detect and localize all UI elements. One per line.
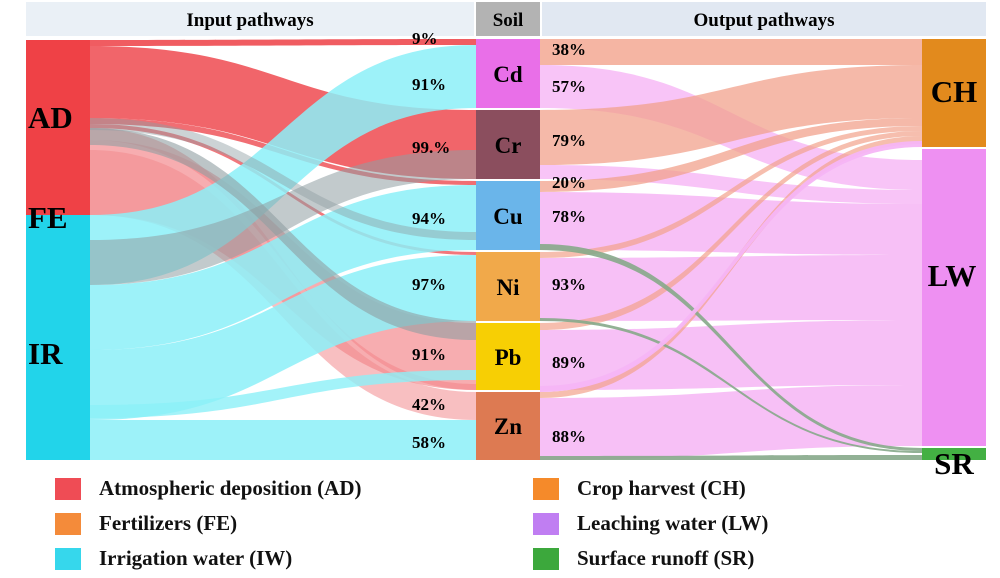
input-header-bg bbox=[26, 2, 474, 36]
legend-label-lw: Leaching water (LW) bbox=[577, 511, 769, 535]
source-label-ir: IR bbox=[28, 336, 63, 371]
source-label-fe: FE bbox=[28, 200, 68, 235]
input-percent-label: 97% bbox=[412, 275, 446, 294]
output-node-ch bbox=[922, 39, 986, 147]
legend-swatch-fe bbox=[55, 512, 81, 535]
input-percent-label: 42% bbox=[412, 395, 446, 414]
input-flows bbox=[90, 39, 476, 460]
metal-node-zn bbox=[476, 392, 540, 460]
soil-header-title: Soil bbox=[493, 10, 524, 31]
legend-item-fe: Fertilizers (FE) bbox=[55, 511, 237, 536]
flow-ad-ni-gray bbox=[90, 118, 476, 240]
flow-pb-ch-purple bbox=[540, 141, 922, 392]
output-flows bbox=[540, 39, 922, 460]
legend-item-iw: Irrigation water (IW) bbox=[55, 546, 292, 571]
metal-node-pb bbox=[476, 323, 540, 390]
output-percent-label: 93% bbox=[552, 275, 586, 294]
legend-swatch-lw bbox=[533, 512, 559, 535]
output-percent-label: 79% bbox=[552, 131, 586, 150]
flow-ad-cd bbox=[90, 39, 476, 46]
flow-ni-ch bbox=[540, 126, 922, 258]
metal-node-cr bbox=[476, 110, 540, 179]
output-label-lw: LW bbox=[928, 258, 977, 293]
flow-fe-cr-gray bbox=[90, 150, 476, 285]
output-header-title: Output pathways bbox=[694, 10, 835, 31]
legend-label-ch: Crop harvest (CH) bbox=[577, 476, 746, 500]
legend-swatch-iw bbox=[55, 547, 81, 570]
legend-label-sr: Surface runoff (SR) bbox=[577, 546, 755, 570]
legend-item-sr: Surface runoff (SR) bbox=[533, 546, 754, 571]
legend-item-ch: Crop harvest (CH) bbox=[533, 476, 746, 501]
flow-ir-zn bbox=[90, 420, 476, 460]
flow-cu-sr bbox=[540, 244, 922, 451]
output-percent-label: 20% bbox=[552, 173, 586, 192]
metal-node-cd bbox=[476, 39, 540, 108]
input-percent-label: 91% bbox=[412, 345, 446, 364]
flow-cd-ch bbox=[540, 39, 922, 65]
metal-label-ni: Ni bbox=[497, 275, 521, 300]
metal-node-cu bbox=[476, 181, 540, 250]
flow-ir-cu bbox=[90, 185, 476, 350]
flow-ni-sr bbox=[540, 318, 922, 453]
legend-item-ad: Atmospheric deposition (AD) bbox=[55, 476, 362, 501]
input-percent-label: 99.% bbox=[412, 138, 450, 157]
output-node-sr bbox=[922, 448, 986, 460]
input-percent-label: 91% bbox=[412, 75, 446, 94]
source-node-ir bbox=[26, 215, 90, 460]
flow-ad-cr bbox=[90, 46, 476, 179]
legend-swatch-sr bbox=[533, 547, 559, 570]
flow-ir-pb bbox=[90, 370, 476, 418]
output-percent-label: 38% bbox=[552, 40, 586, 59]
input-percent-label: 58% bbox=[412, 433, 446, 452]
source-node-ad bbox=[26, 40, 90, 215]
output-percent-label: 57% bbox=[552, 77, 586, 96]
metal-label-cr: Cr bbox=[495, 133, 522, 158]
flow-ad-pb-gray bbox=[90, 128, 476, 340]
metal-label-cu: Cu bbox=[493, 204, 523, 229]
flow-cr-ch bbox=[540, 65, 922, 165]
metal-label-zn: Zn bbox=[494, 414, 522, 439]
source-label-ad: AD bbox=[28, 100, 73, 135]
metal-label-pb: Pb bbox=[495, 345, 522, 370]
legend-swatch-ch bbox=[533, 477, 559, 500]
output-percent-label: 88% bbox=[552, 427, 586, 446]
flow-zn-sr bbox=[540, 455, 922, 460]
metal-node-ni bbox=[476, 252, 540, 321]
flow-pb-ch bbox=[540, 131, 922, 330]
flow-ir-ni bbox=[90, 255, 476, 420]
input-percent-label: 94% bbox=[412, 209, 446, 228]
flow-ir-cd bbox=[90, 45, 476, 285]
output-label-sr: SR bbox=[934, 446, 974, 481]
legend-label-iw: Irrigation water (IW) bbox=[99, 546, 293, 570]
legend-item-lw: Leaching water (LW) bbox=[533, 511, 768, 536]
flow-zn-lw bbox=[540, 385, 922, 460]
legend-swatch-ad bbox=[55, 477, 81, 500]
output-percent-label: 78% bbox=[552, 207, 586, 226]
metal-label-cd: Cd bbox=[493, 62, 523, 87]
output-header-bg bbox=[542, 2, 986, 36]
output-node-lw bbox=[922, 149, 986, 446]
soil-header-bg bbox=[476, 2, 540, 36]
input-percent-label: 9% bbox=[412, 29, 438, 48]
legend-label-fe: Fertilizers (FE) bbox=[99, 511, 238, 535]
output-label-ch: CH bbox=[931, 74, 978, 109]
flow-cu-ch bbox=[540, 118, 922, 192]
legend-label-ad: Atmospheric deposition (AD) bbox=[99, 476, 362, 500]
input-header-title: Input pathways bbox=[186, 10, 313, 31]
flow-pb-lw bbox=[540, 320, 922, 390]
output-percent-label: 89% bbox=[552, 353, 586, 372]
